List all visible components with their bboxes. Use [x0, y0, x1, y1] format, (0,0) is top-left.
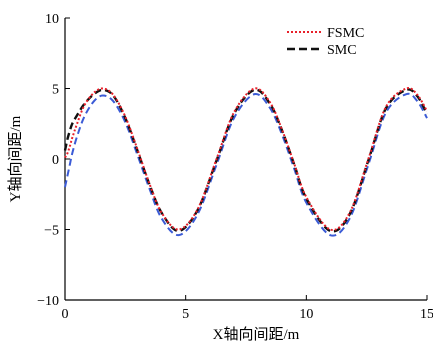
y-ticks: −10 −5 0 5 10	[37, 12, 70, 309]
x-tick-label: 5	[182, 307, 189, 322]
y-tick-label: 0	[52, 153, 59, 168]
legend-label-fsmc: FSMC	[327, 26, 364, 41]
series-line-fsmc	[64, 87, 428, 231]
y-tick-label: −5	[44, 224, 59, 239]
x-tick-label: 10	[299, 307, 313, 322]
series-line-series-2	[64, 92, 428, 237]
x-axis-label: X轴向间距/m	[213, 326, 300, 343]
x-ticks: 0 5 10 15	[62, 295, 433, 322]
y-tick-label: −10	[37, 294, 59, 309]
legend: FSMC SMC	[287, 26, 364, 58]
y-axis-label: Y轴向间距/m	[7, 115, 24, 202]
y-tick-label: 10	[45, 12, 59, 27]
series-layer	[63, 87, 429, 237]
y-tick-label: 5	[52, 83, 59, 98]
axes	[64, 18, 427, 301]
x-tick-label: 15	[420, 307, 433, 322]
legend-label-smc: SMC	[327, 43, 357, 58]
x-tick-label: 0	[62, 307, 69, 322]
